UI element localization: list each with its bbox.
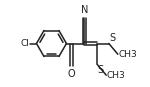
Text: Cl: Cl xyxy=(21,39,29,48)
Text: CH3: CH3 xyxy=(118,50,137,59)
Text: S: S xyxy=(98,65,104,75)
Text: N: N xyxy=(81,5,88,15)
Text: S: S xyxy=(109,33,115,43)
Text: CH3: CH3 xyxy=(107,71,125,80)
Text: O: O xyxy=(68,69,75,79)
